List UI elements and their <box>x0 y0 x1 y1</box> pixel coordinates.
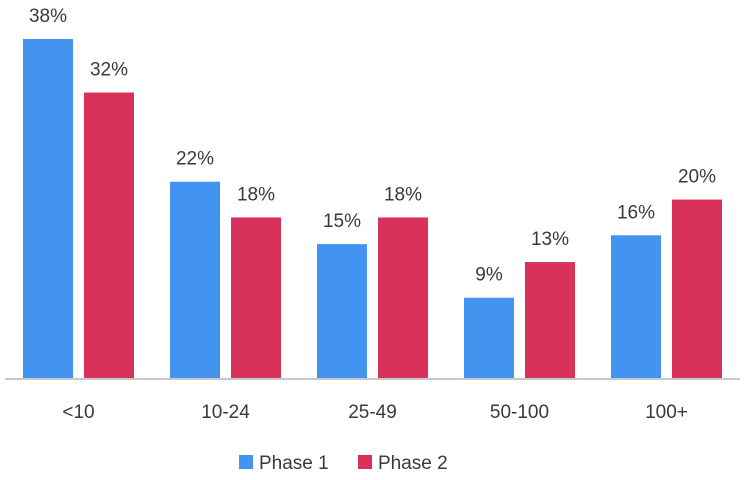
value-label-phase-2-3: 13% <box>531 229 569 250</box>
bar-phase-1-10-0 <box>23 39 73 378</box>
value-label-phase-2-4: 20% <box>678 167 716 188</box>
bar-phase-1-25-49-2 <box>317 244 367 378</box>
value-label-phase-1-1: 22% <box>176 149 214 170</box>
value-label-phase-1-3: 9% <box>475 265 503 286</box>
bar-phase-2-10-24-1 <box>231 217 281 378</box>
x-tick-label-1: 10-24 <box>201 402 250 423</box>
x-tick-label-3: 50-100 <box>490 402 549 423</box>
x-tick-label-2: 25-49 <box>348 402 397 423</box>
value-label-phase-2-1: 18% <box>237 184 275 205</box>
value-label-phase-2-0: 32% <box>90 60 128 81</box>
legend: Phase 1 Phase 2 <box>239 453 448 474</box>
bar-phase-1-100-4 <box>611 235 661 378</box>
bar-phase-2-50-100-3 <box>525 262 575 378</box>
x-tick-label-0: <10 <box>62 402 94 423</box>
bar-phase-2-10-0 <box>84 92 134 379</box>
bars-group <box>23 39 722 379</box>
legend-label-phase-2: Phase 2 <box>378 453 448 474</box>
legend-label-phase-1: Phase 1 <box>259 453 329 474</box>
bar-phase-2-100-4 <box>672 199 722 378</box>
value-label-phase-1-0: 38% <box>29 6 67 27</box>
bar-phase-1-50-100-3 <box>464 297 514 378</box>
legend-swatch-phase-2 <box>358 455 372 469</box>
bar-phase-1-10-24-1 <box>170 181 220 378</box>
value-labels-group: 38% 32% 22% 18% 15% 18% 9% 13% 16% 20% <box>29 6 716 286</box>
x-tick-labels-group: <10 10-24 25-49 50-100 100+ <box>62 402 688 423</box>
value-label-phase-1-4: 16% <box>617 202 655 223</box>
value-label-phase-2-2: 18% <box>384 184 422 205</box>
value-label-phase-1-2: 15% <box>323 211 361 232</box>
legend-swatch-phase-1 <box>239 455 253 469</box>
x-tick-label-4: 100+ <box>645 402 688 423</box>
bar-phase-2-25-49-2 <box>378 217 428 378</box>
